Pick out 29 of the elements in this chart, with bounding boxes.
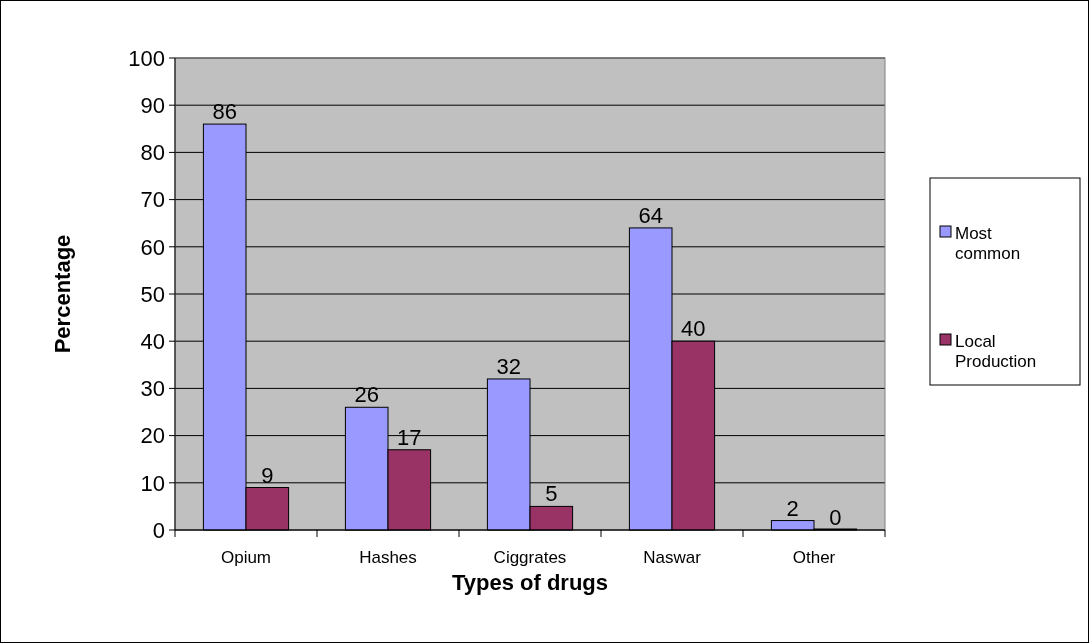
y-tick-label: 80 — [140, 140, 165, 166]
data-label: 9 — [261, 462, 274, 488]
y-tick-label: 70 — [140, 187, 165, 213]
legend-label: Most common — [955, 223, 1021, 264]
data-label: 86 — [212, 99, 237, 125]
data-label: 64 — [638, 202, 663, 228]
y-tick-label: 100 — [128, 45, 165, 71]
data-label: 40 — [681, 316, 706, 342]
data-label: 2 — [786, 495, 799, 521]
data-label: 26 — [354, 382, 379, 408]
data-label: 0 — [829, 505, 842, 530]
x-tick-label: Other — [792, 548, 836, 567]
x-tick-label: Naswar — [643, 548, 702, 567]
y-tick-label: 30 — [140, 376, 165, 402]
y-tick-label: 10 — [140, 470, 165, 496]
x-tick-label: Opium — [220, 548, 272, 567]
x-tick-label: Hashes — [359, 548, 417, 567]
y-tick-label: 90 — [140, 92, 165, 118]
data-label: 32 — [496, 353, 521, 379]
y-tick-label: 50 — [140, 281, 165, 307]
x-axis-title: Types of drugs — [451, 570, 609, 595]
y-tick-label: 60 — [140, 234, 165, 260]
y-tick-label: 0 — [152, 517, 165, 543]
y-tick-label: 40 — [140, 328, 165, 354]
y-axis-title: Percentage — [50, 234, 75, 354]
x-tick-label: Ciggrates — [493, 548, 567, 567]
legend-label: Local Production — [955, 331, 1037, 372]
data-label: 5 — [545, 481, 558, 507]
y-tick-label: 20 — [140, 423, 165, 449]
